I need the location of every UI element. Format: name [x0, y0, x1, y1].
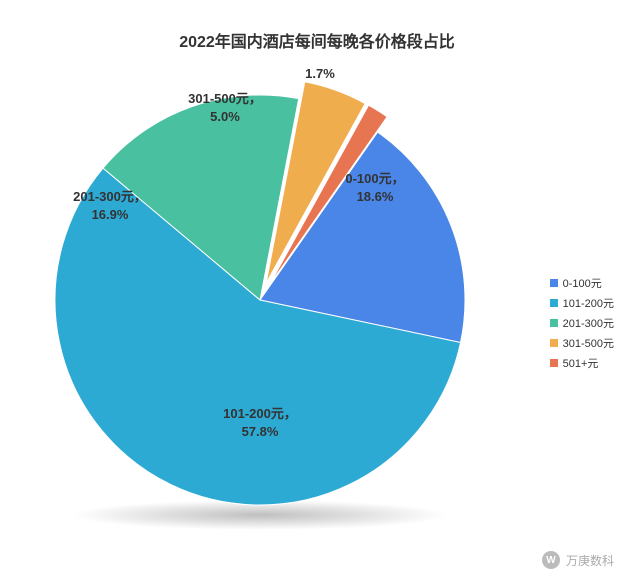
- legend-label: 0-100元: [563, 275, 602, 291]
- pie-svg: [20, 60, 500, 540]
- slice-label: 0-100元，18.6%: [315, 170, 435, 205]
- watermark: W 万庚数科: [542, 551, 614, 569]
- legend-label: 201-300元: [563, 315, 614, 331]
- legend-item: 101-200元: [550, 295, 614, 311]
- legend-swatch: [550, 279, 558, 287]
- legend-item: 0-100元: [550, 275, 614, 291]
- chart-title: 2022年国内酒店每间每晚各价格段占比: [179, 28, 455, 52]
- slice-label: 101-200元，57.8%: [185, 405, 335, 440]
- legend-label: 301-500元: [563, 335, 614, 351]
- legend-label: 101-200元: [563, 295, 614, 311]
- slice-label: 201-300元，16.9%: [50, 188, 170, 223]
- wechat-icon: W: [542, 551, 560, 569]
- legend-item: 301-500元: [550, 335, 614, 351]
- legend-label: 501+元: [563, 355, 599, 371]
- slice-label: 1.7%: [285, 65, 355, 83]
- pie-chart: 0-100元，18.6% 101-200元，57.8% 201-300元，16.9%…: [20, 60, 500, 540]
- legend-item: 201-300元: [550, 315, 614, 331]
- legend-swatch: [550, 359, 558, 367]
- watermark-text: 万庚数科: [566, 552, 614, 569]
- legend-item: 501+元: [550, 355, 614, 371]
- slice-label: 301-500元，5.0%: [185, 90, 265, 125]
- legend-swatch: [550, 319, 558, 327]
- legend-swatch: [550, 339, 558, 347]
- legend-swatch: [550, 299, 558, 307]
- legend: 0-100元 101-200元 201-300元 301-500元 501+元: [550, 275, 614, 375]
